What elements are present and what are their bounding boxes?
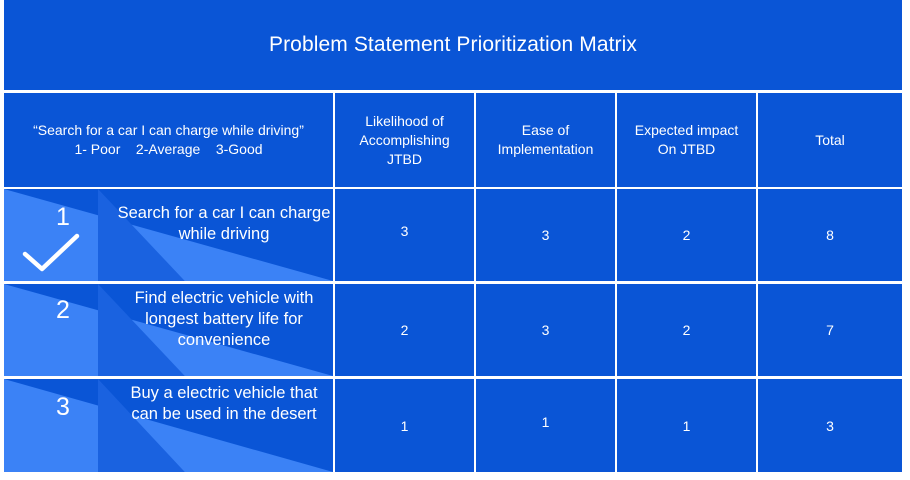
score-impact: 1 [617, 379, 756, 472]
score-value: 2 [400, 322, 409, 338]
rank-number: 3 [56, 393, 70, 421]
score-total: 3 [758, 379, 902, 472]
rating-scale: 1- Poor 2-Average 3-Good [74, 141, 263, 157]
column-header-likelihood: Likelihood of Accomplishing JTBD [335, 93, 474, 187]
checkmark-icon [22, 233, 80, 272]
score-value: 3 [826, 417, 834, 434]
score-value: 7 [826, 322, 834, 338]
score-value: 8 [826, 227, 834, 243]
criteria-header-cell: “Search for a car I can charge while dri… [4, 93, 333, 187]
page-title: Problem Statement Prioritization Matrix [268, 33, 638, 56]
score-value: 3 [400, 223, 409, 239]
problem-statement: Buy a electric vehicle that can be used … [130, 384, 318, 423]
score-likelihood: 2 [335, 284, 474, 376]
problem-row-1: 1 Search for a car I can charge while dr… [4, 189, 333, 281]
score-likelihood: 3 [335, 189, 474, 281]
score-likelihood: 1 [335, 379, 474, 472]
score-impact: 2 [617, 189, 756, 281]
score-value: 3 [541, 227, 550, 243]
problem-row-3: 3 Buy a electric vehicle that can be use… [4, 379, 333, 472]
rank-number: 1 [56, 203, 70, 231]
column-header-label: Likelihood of Accomplishing JTBD [359, 112, 450, 167]
score-value: 1 [400, 417, 409, 434]
column-header-label: Ease of Implementation [497, 122, 594, 157]
score-value: 3 [541, 322, 550, 338]
rank-number: 2 [56, 296, 70, 324]
matrix-title-bar: Problem Statement Prioritization Matrix [4, 0, 902, 90]
score-value: 2 [682, 322, 691, 338]
problem-row-2: 2 Find electric vehicle with longest bat… [4, 284, 333, 376]
score-value: 1 [682, 417, 691, 434]
score-ease: 3 [476, 189, 615, 281]
problem-statement: Find electric vehicle with longest batte… [134, 289, 314, 349]
column-header-ease: Ease of Implementation [476, 93, 615, 187]
column-header-impact: Expected impact On JTBD [617, 93, 756, 187]
score-ease: 3 [476, 284, 615, 376]
column-header-label: Expected impact On JTBD [634, 122, 739, 157]
criteria-question: “Search for a car I can charge while dri… [33, 122, 304, 138]
score-total: 7 [758, 284, 902, 376]
column-header-total: Total [758, 93, 902, 187]
score-impact: 2 [617, 284, 756, 376]
score-ease: 1 [476, 379, 615, 472]
score-value: 2 [682, 227, 691, 243]
problem-statement: Search for a car I can charge while driv… [117, 204, 331, 243]
column-header-label: Total [815, 131, 845, 148]
score-value: 1 [541, 413, 550, 430]
score-total: 8 [758, 189, 902, 281]
